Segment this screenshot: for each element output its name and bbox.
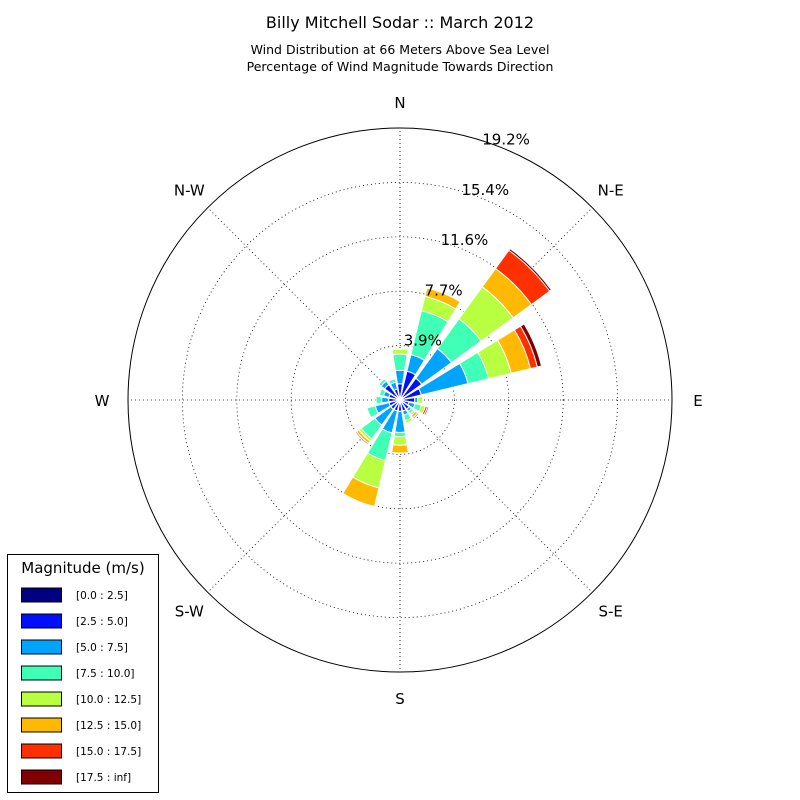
legend-label: [7.5 : 10.0]	[76, 668, 134, 680]
direction-label: N-W	[174, 181, 205, 199]
angular-gridline	[399, 399, 593, 593]
radial-tick-labels: 3.9% 7.7% 11.6% 15.4% 19.2%	[404, 131, 530, 350]
bar-E-[10.0 : 12.5]	[416, 395, 424, 405]
legend-label: [12.5 : 15.0]	[76, 720, 141, 732]
bar-W-[5.0 : 7.5]	[381, 396, 390, 404]
legend-swatch	[21, 665, 62, 681]
legend-items: [0.0 : 2.5] [2.5 : 5.0] [5.0 : 7.5] [7.5 : …	[21, 587, 141, 785]
angular-gridline	[207, 207, 401, 401]
polar-frame	[127, 127, 673, 673]
legend: Magnitude (m/s) [0.0 : 2.5] [2.5 : 5.0] [5…	[7, 554, 159, 793]
bar-SW-[15.0 : 17.5]	[354, 430, 370, 446]
bar-ESE-[17.5 : inf]	[423, 405, 430, 417]
legend-label: [2.5 : 5.0]	[76, 616, 128, 628]
legend-title: Magnitude (m/s)	[21, 559, 144, 577]
bar-NNE-[12.5 : 15.0]	[424, 287, 461, 310]
bar-SSE-[10.0 : 12.5]	[404, 417, 414, 424]
legend-swatch	[21, 613, 62, 629]
legend-swatch	[21, 587, 62, 603]
legend-swatch	[21, 769, 62, 785]
direction-label: S-E	[599, 603, 623, 621]
radial-gridline	[181, 181, 619, 619]
chart-title: Billy Mitchell Sodar :: March 2012	[266, 13, 534, 32]
bar-WNW-[7.5 : 10.0]	[378, 388, 387, 397]
legend-label: [10.0 : 12.5]	[76, 694, 141, 706]
legend-swatch	[21, 743, 62, 759]
direction-label: W	[95, 392, 110, 410]
radial-gridline	[345, 345, 455, 455]
bar-ENE-[17.5 : inf]	[519, 323, 543, 368]
bar-NW-[7.5 : 10.0]	[378, 378, 387, 387]
radial-tick-label: 3.9%	[404, 332, 442, 350]
radial-tick-label: 15.4%	[461, 181, 509, 199]
direction-label: S	[395, 690, 405, 708]
radial-tick-label: 11.6%	[441, 231, 489, 249]
legend-swatch	[21, 639, 62, 655]
legend-label: [15.0 : 17.5]	[76, 746, 141, 758]
bar-SE-[15.0 : 17.5]	[412, 412, 420, 420]
direction-label: S-W	[175, 603, 204, 621]
direction-label: N	[394, 94, 405, 112]
chart-subtitle-line-2: Percentage of Wind Magnitude Towards Dir…	[247, 59, 554, 74]
bar-S-[10.0 : 12.5]	[392, 435, 408, 446]
radial-tick-label: 19.2%	[482, 131, 530, 149]
bar-S-[12.5 : 15.0]	[391, 444, 409, 454]
radial-tick-label: 7.7%	[425, 281, 463, 299]
bar-WSW-[7.5 : 10.0]	[366, 405, 380, 419]
direction-label: N-E	[598, 181, 624, 199]
chart-subtitle-line-1: Wind Distribution at 66 Meters Above Sea…	[251, 42, 550, 57]
bar-NNW-[7.5 : 10.0]	[387, 378, 397, 386]
bar-NE-[17.5 : inf]	[508, 247, 553, 292]
legend-label: [5.0 : 7.5]	[76, 642, 128, 654]
radial-gridline	[236, 236, 564, 564]
bar-SSW-[12.5 : 15.0]	[342, 476, 380, 508]
bar-N-[5.0 : 7.5]	[394, 369, 406, 385]
legend-swatch	[21, 717, 62, 733]
legend-label: [0.0 : 2.5]	[76, 590, 128, 602]
direction-labels: N N-E E S-E S S-W W N-W	[95, 94, 703, 708]
legend-swatch	[21, 691, 62, 707]
bar-N-[10.0 : 12.5]	[391, 348, 409, 356]
bar-N-[7.5 : 10.0]	[392, 353, 408, 372]
angular-gridline	[207, 399, 401, 593]
direction-label: E	[693, 392, 702, 410]
legend-label: [17.5 : inf]	[76, 772, 131, 784]
windrose-bars	[342, 247, 553, 508]
bar-W-[7.5 : 10.0]	[375, 395, 383, 405]
